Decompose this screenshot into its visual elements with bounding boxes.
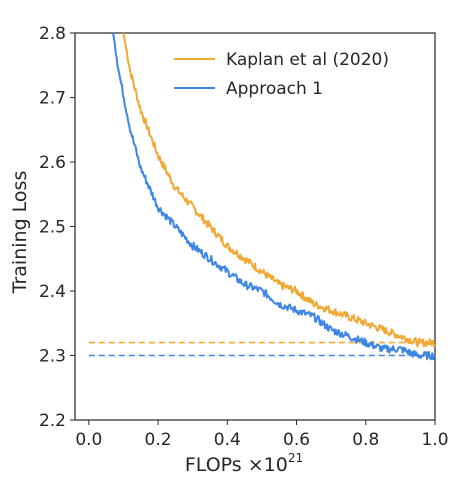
y-tick-label: 2.8 <box>39 24 66 44</box>
legend-label-kaplan: Kaplan et al (2020) <box>226 50 389 70</box>
y-axis-label: Training Loss <box>9 171 31 295</box>
y-tick-label: 2.3 <box>39 347 66 367</box>
x-axis-label-text: FLOPs ×10 <box>185 454 288 476</box>
y-tick-label: 2.7 <box>39 89 66 109</box>
x-axis-ticks: 0.0 0.2 0.4 0.6 0.8 1.0 <box>75 420 449 450</box>
x-tick-label: 0.2 <box>145 430 172 450</box>
legend-label-approach-1: Approach 1 <box>226 79 323 99</box>
x-tick-label: 0.8 <box>352 430 379 450</box>
y-axis-ticks: 2.2 2.3 2.4 2.5 2.6 2.7 2.8 <box>39 24 75 431</box>
legend: Kaplan et al (2020) Approach 1 <box>174 50 389 99</box>
series-line-kaplan <box>122 32 436 348</box>
x-axis-label: FLOPs ×1021 <box>185 451 303 476</box>
y-tick-label: 2.5 <box>39 218 66 238</box>
x-axis-label-exponent: 21 <box>288 451 303 465</box>
series-line-approach-1 <box>112 32 436 361</box>
x-tick-label: 0.0 <box>75 430 102 450</box>
y-tick-label: 2.6 <box>39 153 66 173</box>
y-tick-label: 2.4 <box>39 282 66 302</box>
y-tick-label: 2.2 <box>39 411 66 431</box>
x-tick-label: 0.6 <box>283 430 310 450</box>
x-tick-label: 0.4 <box>214 430 241 450</box>
x-tick-label: 1.0 <box>421 430 448 450</box>
plot-area <box>74 32 436 421</box>
